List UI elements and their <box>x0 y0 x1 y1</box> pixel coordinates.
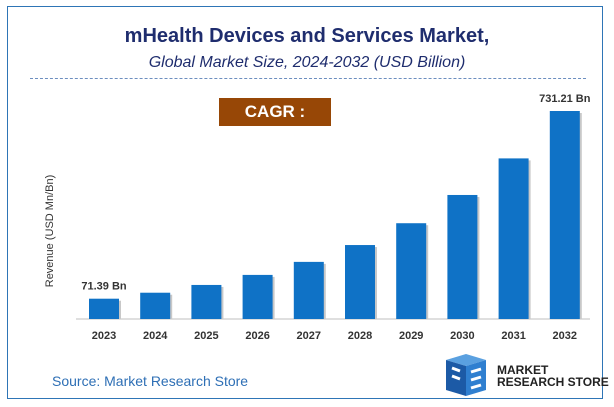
bar-2028 <box>345 245 375 319</box>
cagr-badge: CAGR : 29.50% <box>219 98 331 149</box>
x-tick-label: 2032 <box>553 330 577 342</box>
chart-title: mHealth Devices and Services Market, <box>124 25 490 47</box>
x-tick-label: 2030 <box>450 330 474 342</box>
bar-2031 <box>498 158 529 319</box>
market-research-store-logo-icon <box>446 354 486 396</box>
title-divider <box>30 78 586 79</box>
x-tick-label: 2031 <box>501 330 525 342</box>
x-tick-label: 2023 <box>92 330 116 342</box>
x-tick-label: 2025 <box>194 330 218 342</box>
bar-2032 <box>549 111 580 319</box>
x-tick-label: 2024 <box>143 330 168 342</box>
chart-subtitle: Global Market Size, 2024-2032 (USD Billi… <box>148 54 466 71</box>
data-label: 731.21 Bn <box>539 93 591 105</box>
x-tick-label: 2029 <box>399 330 423 342</box>
bar-2030 <box>447 194 478 319</box>
bar-2025 <box>191 284 222 319</box>
bar-2029 <box>396 223 427 319</box>
source-text: Source: Market Research Store <box>52 373 249 389</box>
data-label: 71.39 Bn <box>81 281 127 293</box>
x-tick-label: 2026 <box>245 330 269 342</box>
bar-2024 <box>140 292 171 319</box>
logo-line2: RESEARCH STORE <box>497 375 609 389</box>
bar-2027 <box>293 261 324 319</box>
x-tick-label: 2027 <box>297 330 321 342</box>
x-tick-label: 2028 <box>348 330 372 342</box>
chart-frame <box>7 6 603 399</box>
bar-2023 <box>89 298 119 319</box>
bar-2026 <box>242 274 273 319</box>
logo-line1: MARKET <box>497 363 549 377</box>
logo-text: MARKET RESEARCH STORE <box>497 364 609 388</box>
